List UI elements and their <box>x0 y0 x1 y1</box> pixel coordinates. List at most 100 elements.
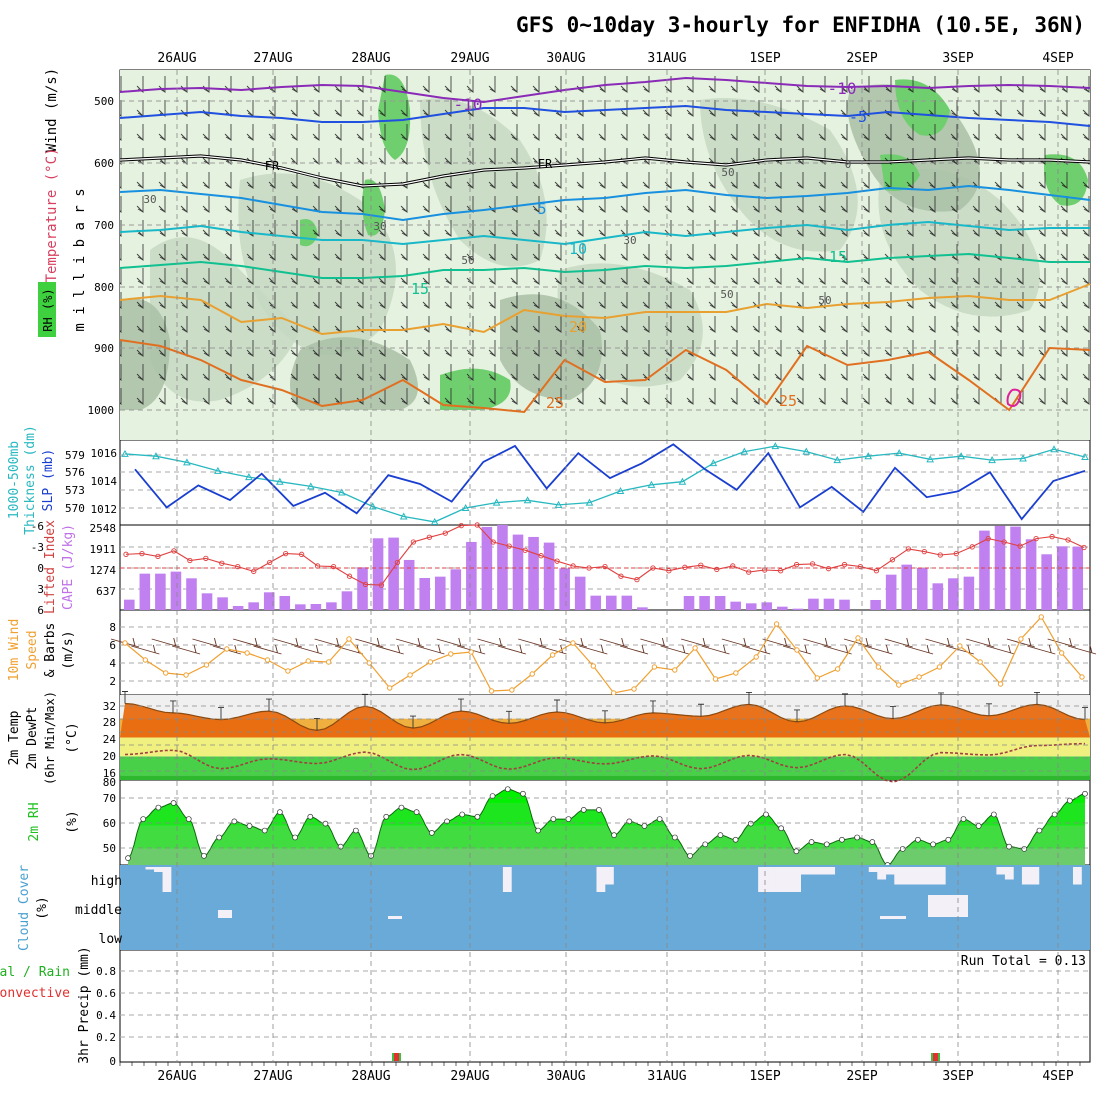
wind-barb <box>904 644 934 655</box>
thickness-point <box>585 498 594 506</box>
thickness-point <box>833 456 842 464</box>
temp-whisker <box>794 709 800 722</box>
wind-speed-point <box>875 664 882 670</box>
cape-bar <box>901 564 912 610</box>
contour-label: 20 <box>569 318 587 336</box>
li-point <box>985 535 991 542</box>
cape-tick: 1274 <box>90 564 117 577</box>
wind-barb <box>253 644 282 655</box>
date-label-bottom: 2SEP <box>846 1069 877 1084</box>
wind-barb <box>681 637 710 648</box>
li-point <box>171 548 177 554</box>
cloud-clear-high <box>800 867 810 875</box>
thickness-point <box>245 473 253 481</box>
date-label-top: 1SEP <box>749 51 780 66</box>
cape-bar <box>419 577 430 610</box>
slp-tick: 1016 <box>91 447 118 460</box>
wind-speed-point <box>834 666 841 672</box>
rh-point <box>413 809 420 816</box>
rh-point <box>580 807 587 813</box>
rh-point <box>155 804 162 811</box>
wind-barb <box>538 644 567 655</box>
li-point <box>905 546 912 552</box>
wind-speed-point <box>224 646 230 652</box>
rh-point <box>216 834 222 841</box>
cape-bar <box>1010 526 1021 610</box>
chart-title: GFS 0~10day 3-hourly for ENFIDHA (10.5E,… <box>516 13 1085 37</box>
thickness-tick: 573 <box>65 484 85 497</box>
wind-speed-point <box>509 687 515 693</box>
slp-panel <box>120 442 1090 525</box>
cape-bar <box>543 542 555 610</box>
thickness-point <box>616 486 625 494</box>
thickness-point <box>771 442 780 450</box>
isotherm <box>119 339 1091 414</box>
cloud-clear-mid <box>928 895 968 917</box>
isotherm <box>119 252 1090 279</box>
rh-point <box>520 790 526 797</box>
cape-bar <box>590 595 602 610</box>
thickness-point <box>988 456 996 464</box>
rh-point <box>489 793 496 799</box>
rh-point <box>307 813 314 820</box>
contour-label: 15 <box>829 248 847 266</box>
wind-speed-point <box>549 652 556 658</box>
slp-title: SLP (mb) <box>41 449 56 512</box>
li-point <box>442 530 448 536</box>
isotherm <box>119 76 1091 104</box>
cape-bar <box>745 603 757 610</box>
cape-bar <box>979 530 990 610</box>
cape-bar <box>497 524 508 610</box>
contour-label: 50 <box>721 166 734 179</box>
cloud-clear-high <box>758 867 767 892</box>
rh-point <box>231 818 238 825</box>
rh-point <box>611 832 617 838</box>
wind-barb <box>314 637 343 648</box>
precip-conv-title: Convective <box>0 986 70 1001</box>
pressure-tick: 500 <box>94 95 114 108</box>
cloud-clear-high <box>1021 867 1031 885</box>
li-point <box>793 561 800 568</box>
temp-band <box>120 737 1090 757</box>
rh-point <box>535 827 541 834</box>
freezing-line-inner <box>119 155 1091 187</box>
temp-whisker <box>1034 691 1040 705</box>
rh-point <box>246 823 253 829</box>
wind-barb <box>579 644 608 655</box>
temp-tick: 32 <box>103 700 116 713</box>
cloud-clear-high <box>817 867 827 875</box>
cape-bar <box>963 576 975 610</box>
wind-speed-point <box>264 657 271 663</box>
temp-fill <box>120 703 1090 738</box>
date-label-top: 27AUG <box>253 51 292 66</box>
isotherm-30 <box>1006 388 1022 407</box>
rh-band <box>128 789 1085 803</box>
thickness-point <box>709 459 718 467</box>
contour-label: 30 <box>623 234 636 247</box>
wind-speed-point <box>1058 650 1065 656</box>
rh-point <box>201 852 207 859</box>
li-point <box>1081 544 1087 551</box>
temp-whisker <box>170 700 176 713</box>
cloud-clear-high <box>1072 867 1082 885</box>
wind-speed-point <box>488 688 495 694</box>
wind-barb <box>925 637 954 648</box>
date-label-top: 4SEP <box>1042 51 1073 66</box>
li-point <box>538 553 544 559</box>
cloud-clear-high <box>596 867 606 892</box>
dewpoint-line <box>124 742 1086 783</box>
rh-point <box>140 816 147 822</box>
cape-bar <box>823 598 835 610</box>
cape-bar <box>559 568 570 610</box>
wind-speed-point <box>733 670 739 676</box>
precip-tick: 0.8 <box>96 965 116 978</box>
cape-bar <box>730 601 741 610</box>
li-point <box>219 560 225 566</box>
cloud-unit: (%) <box>35 896 50 919</box>
li-point <box>953 551 959 557</box>
contour-label: 50 <box>818 294 831 307</box>
li-point <box>809 561 816 567</box>
cloud-clear-high <box>826 867 836 875</box>
panel-frame <box>119 949 1091 1063</box>
wind-speed-point <box>183 672 189 678</box>
